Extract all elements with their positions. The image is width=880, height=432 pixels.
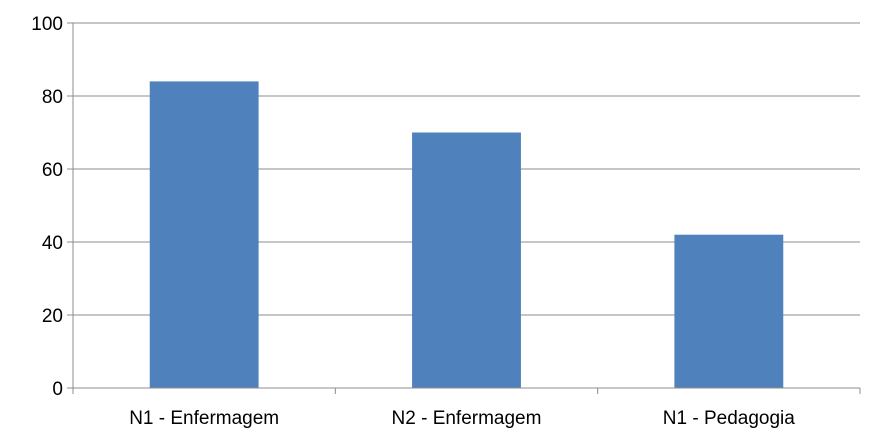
x-category-label-2: N2 - Enfermagem [392,408,542,429]
y-tick-label-40: 40 [42,233,63,254]
bar-3 [674,234,784,388]
axes [67,22,861,394]
x-category-label-3: N1 - Pedagogia [663,408,795,429]
bar-2 [412,132,521,388]
bars [149,81,784,389]
y-tick-label-100: 100 [31,14,63,35]
y-tick-label-20: 20 [42,306,63,327]
bar-1 [149,81,259,389]
x-category-label-1: N1 - Enfermagem [129,408,279,429]
axis-labels: 0 20 40 60 80 100 N1 - Enfermagem N2 - Enfermag… [31,14,795,429]
y-tick-label-60: 60 [42,160,63,181]
y-tick-label-0: 0 [52,379,63,400]
y-tick-label-80: 80 [42,87,63,108]
